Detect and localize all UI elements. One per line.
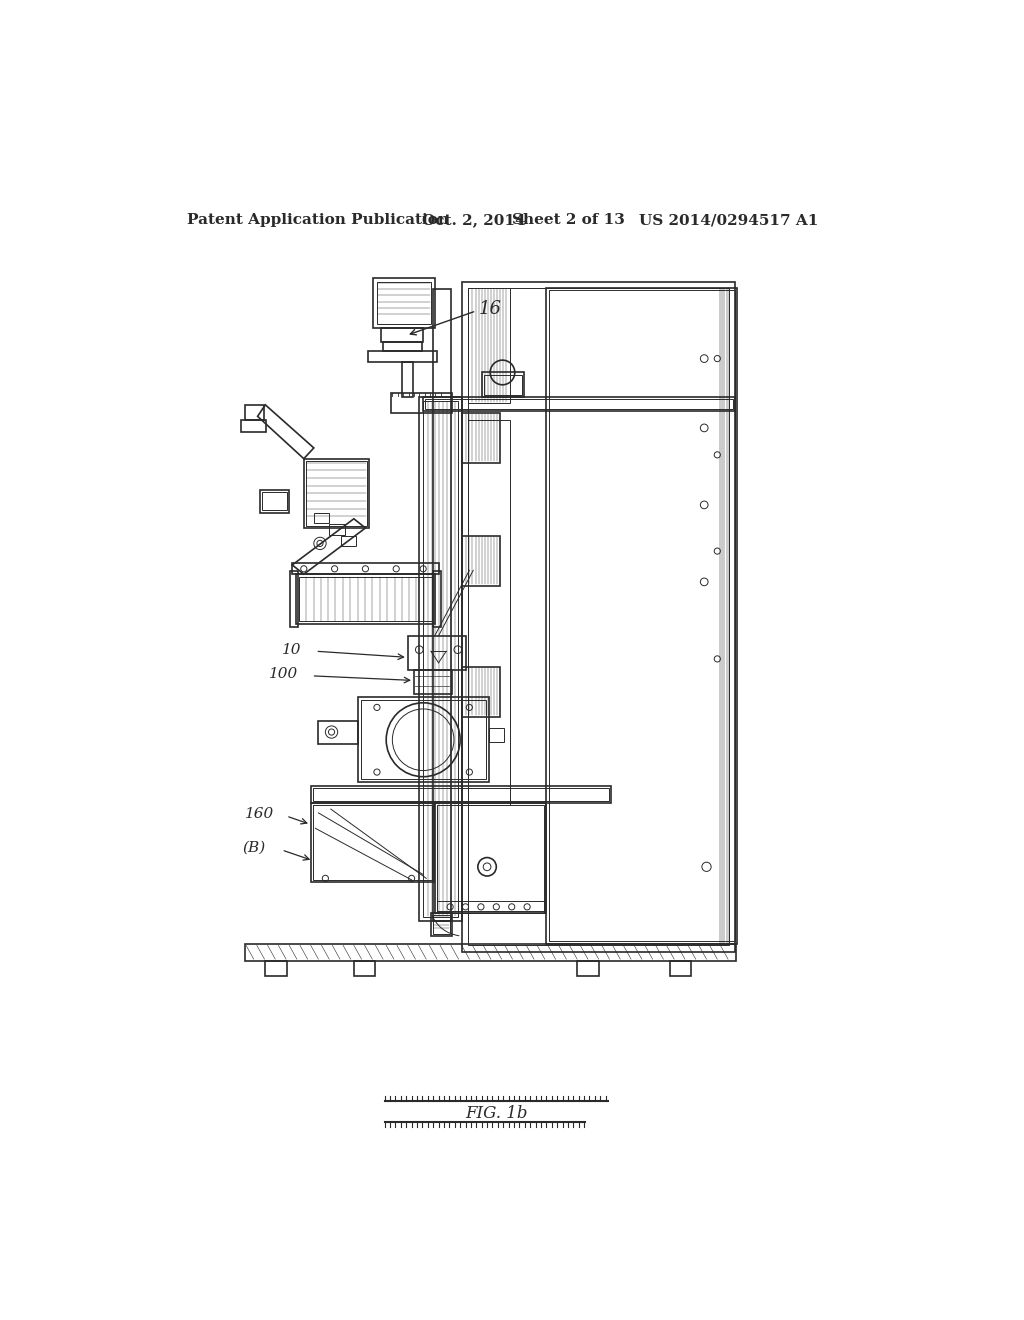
Text: 10: 10 — [283, 643, 302, 656]
Bar — [468, 420, 510, 805]
Bar — [357, 697, 488, 781]
Bar — [262, 492, 287, 511]
Bar — [431, 913, 453, 936]
Bar — [354, 961, 376, 977]
Bar — [245, 405, 264, 420]
Text: 160: 160 — [245, 808, 273, 821]
Bar — [423, 401, 458, 917]
Bar — [670, 961, 691, 977]
Bar — [313, 805, 432, 880]
Bar — [419, 397, 462, 921]
Bar — [330, 524, 345, 535]
Bar — [391, 393, 453, 412]
Bar — [468, 288, 510, 404]
Bar — [373, 277, 435, 327]
Text: FIG. 1b: FIG. 1b — [465, 1105, 527, 1122]
Bar — [381, 327, 423, 342]
Bar — [437, 902, 544, 913]
Bar — [547, 288, 737, 944]
Bar — [260, 490, 289, 512]
Text: US 2014/0294517 A1: US 2014/0294517 A1 — [639, 213, 818, 227]
Bar — [462, 536, 500, 586]
Bar — [468, 288, 729, 945]
Text: 16: 16 — [478, 300, 502, 318]
Bar — [481, 372, 524, 397]
Bar — [313, 788, 608, 800]
Bar — [296, 574, 435, 624]
Bar — [265, 961, 287, 977]
Bar — [488, 729, 504, 742]
Bar — [299, 577, 432, 622]
Bar — [433, 915, 451, 933]
Text: (B): (B) — [243, 841, 265, 854]
Bar — [433, 289, 451, 921]
Bar — [341, 536, 356, 546]
Bar — [290, 572, 298, 627]
Bar — [425, 400, 733, 409]
Bar — [383, 342, 422, 351]
Text: Sheet 2 of 13: Sheet 2 of 13 — [512, 213, 625, 227]
Text: Patent Application Publication: Patent Application Publication — [186, 213, 449, 227]
Bar — [313, 512, 330, 524]
Bar — [414, 671, 453, 693]
Bar — [423, 397, 735, 411]
Bar — [462, 667, 500, 717]
Bar — [377, 281, 431, 323]
Bar — [549, 290, 735, 941]
Text: 100: 100 — [269, 668, 298, 681]
Bar — [437, 805, 544, 911]
Bar — [245, 944, 736, 961]
Bar — [360, 701, 485, 779]
Bar — [242, 420, 266, 432]
Bar — [292, 564, 438, 574]
Bar — [484, 375, 521, 395]
Bar — [435, 803, 547, 913]
Bar — [402, 362, 413, 397]
Bar — [368, 351, 437, 362]
Bar — [306, 461, 367, 525]
Bar — [310, 785, 611, 803]
Bar — [408, 636, 466, 671]
Text: Oct. 2, 2014: Oct. 2, 2014 — [422, 213, 525, 227]
Bar — [433, 572, 441, 627]
Bar — [462, 413, 500, 462]
Bar — [462, 281, 735, 952]
Bar — [310, 803, 434, 882]
Bar — [304, 459, 370, 528]
Bar — [317, 721, 357, 743]
Bar — [578, 961, 599, 977]
